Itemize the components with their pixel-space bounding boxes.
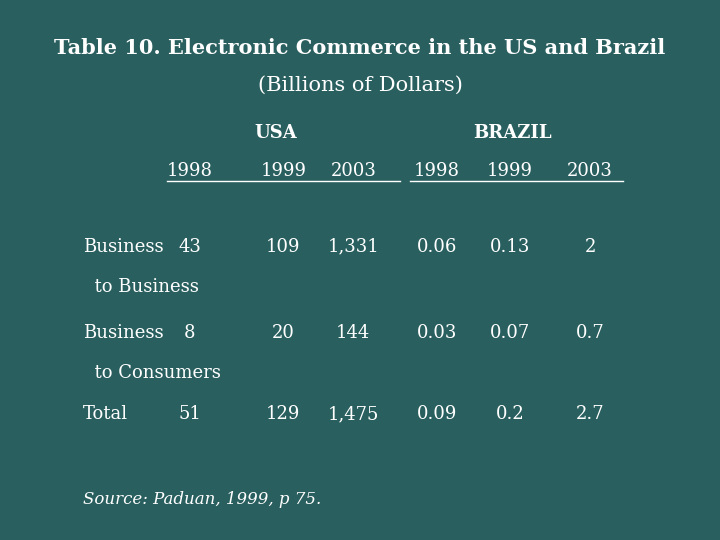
Text: 0.07: 0.07 xyxy=(490,324,530,342)
Text: 1998: 1998 xyxy=(414,162,459,180)
Text: 1,475: 1,475 xyxy=(328,405,379,423)
Text: 20: 20 xyxy=(272,324,294,342)
Text: 144: 144 xyxy=(336,324,371,342)
Text: 0.06: 0.06 xyxy=(416,238,457,255)
Text: 1998: 1998 xyxy=(167,162,213,180)
Text: to Consumers: to Consumers xyxy=(84,364,221,382)
Text: 8: 8 xyxy=(184,324,196,342)
Text: Business: Business xyxy=(84,238,164,255)
Text: 0.13: 0.13 xyxy=(490,238,530,255)
Text: BRAZIL: BRAZIL xyxy=(473,124,552,142)
Text: 1999: 1999 xyxy=(487,162,533,180)
Text: (Billions of Dollars): (Billions of Dollars) xyxy=(258,76,462,94)
Text: USA: USA xyxy=(254,124,297,142)
Text: to Business: to Business xyxy=(84,278,199,296)
Text: 51: 51 xyxy=(179,405,202,423)
Text: 2003: 2003 xyxy=(330,162,377,180)
Text: 1999: 1999 xyxy=(261,162,306,180)
Text: 1,331: 1,331 xyxy=(328,238,379,255)
Text: 2: 2 xyxy=(585,238,595,255)
Text: 0.09: 0.09 xyxy=(416,405,457,423)
Text: 2003: 2003 xyxy=(567,162,613,180)
Text: 0.03: 0.03 xyxy=(416,324,457,342)
Text: 0.7: 0.7 xyxy=(576,324,604,342)
Text: Table 10. Electronic Commerce in the US and Brazil: Table 10. Electronic Commerce in the US … xyxy=(55,38,665,58)
Text: Total: Total xyxy=(84,405,128,423)
Text: Business: Business xyxy=(84,324,164,342)
Text: Source: Paduan, 1999, p 75.: Source: Paduan, 1999, p 75. xyxy=(84,491,322,508)
Text: 43: 43 xyxy=(179,238,202,255)
Text: 129: 129 xyxy=(266,405,300,423)
Text: 2.7: 2.7 xyxy=(576,405,604,423)
Text: 0.2: 0.2 xyxy=(495,405,524,423)
Text: 109: 109 xyxy=(266,238,300,255)
